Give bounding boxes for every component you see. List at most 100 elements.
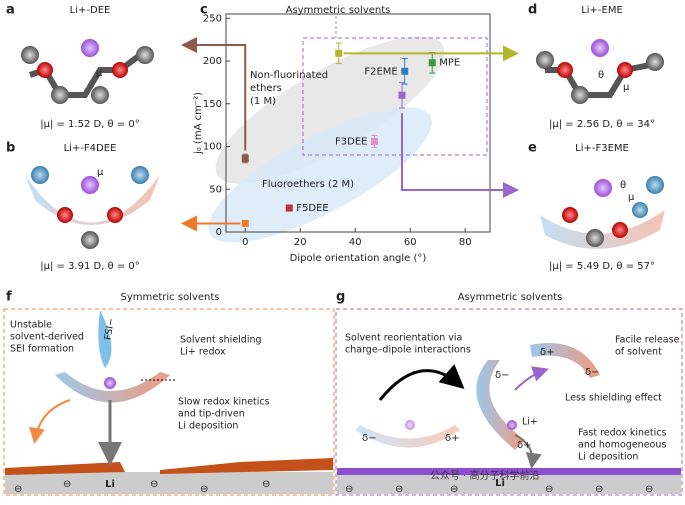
panel-title: Li+-F4DEE xyxy=(64,143,117,154)
atom xyxy=(37,62,53,78)
point xyxy=(335,49,343,57)
point xyxy=(371,137,378,145)
mu: μ xyxy=(96,68,103,79)
li-atom xyxy=(405,420,415,430)
panel-title: Li+-EME xyxy=(581,5,623,16)
deposit-layer xyxy=(337,468,681,475)
point xyxy=(428,59,436,67)
anion-label: FSI− xyxy=(103,317,118,341)
atom xyxy=(586,229,604,247)
x-tick-label: 20 xyxy=(294,237,307,248)
note: Slow redox kinetics xyxy=(178,397,270,408)
panel-title: Li+-F3EME xyxy=(575,143,629,154)
connector-arrow xyxy=(181,37,247,151)
charge: ⊖ xyxy=(150,479,158,490)
arrow xyxy=(29,399,71,444)
atom xyxy=(536,51,554,69)
y-tick-label: 0 xyxy=(216,227,222,238)
li-atom xyxy=(81,176,99,194)
panel-a: a Li+-DEE μ |μ| = 1.52 D, θ = 0° xyxy=(6,3,154,130)
atom xyxy=(136,46,154,64)
note: Li deposition xyxy=(578,452,638,463)
li-atom xyxy=(594,179,612,197)
panel-c: c Asymmetric solvents 0 20 40 60 80 0 50 100 150… xyxy=(193,3,491,264)
dipole-label: δ− xyxy=(585,367,600,378)
charge: ⊖ xyxy=(63,479,71,490)
chart-title: Asymmetric solvents xyxy=(286,5,391,16)
note: and homogeneous xyxy=(578,440,666,451)
charge: ⊖ xyxy=(545,484,553,495)
dipole-label: δ− xyxy=(362,433,377,444)
atom xyxy=(617,62,633,78)
note: and tip-driven xyxy=(178,409,245,420)
point xyxy=(241,154,249,162)
atom xyxy=(571,86,589,104)
point xyxy=(401,67,409,75)
atom xyxy=(91,86,109,104)
panel-letter: e xyxy=(528,141,537,156)
note: Facile release xyxy=(615,335,680,346)
y-tick-label: 50 xyxy=(209,184,222,195)
dipole-label: δ− xyxy=(495,370,510,381)
theta: θ xyxy=(598,70,604,81)
x-tick-label: 40 xyxy=(349,237,362,248)
note: charge–dipole interactions xyxy=(345,345,471,356)
y-tick-label: 250 xyxy=(203,13,222,24)
note: Fast redox kinetics xyxy=(578,428,666,439)
watermark: 公众号 · 高分子科学前沿 xyxy=(430,469,540,482)
x-tick-label: 0 xyxy=(242,237,248,248)
dipole-label: δ+ xyxy=(517,440,532,451)
dipole-label: δ+ xyxy=(540,347,555,358)
note: Unstable xyxy=(10,320,52,331)
asymmetric-box xyxy=(302,37,488,156)
electrode-label: Li xyxy=(105,479,115,490)
electrode-label: Li xyxy=(495,478,505,489)
charge: ⊖ xyxy=(450,484,458,495)
mu: μ xyxy=(97,167,104,178)
atom xyxy=(81,231,99,249)
li-atom xyxy=(591,39,609,57)
panel-title: Asymmetric solvents xyxy=(458,292,563,303)
electrode xyxy=(337,474,681,494)
li-atom xyxy=(507,420,517,430)
atom xyxy=(112,62,128,78)
panel-letter: d xyxy=(528,3,537,18)
atom xyxy=(131,166,149,184)
arrow xyxy=(514,434,542,469)
x-tick-label: 80 xyxy=(459,237,472,248)
atom xyxy=(107,207,123,223)
charge: ⊖ xyxy=(345,484,353,495)
dipole-label: δ+ xyxy=(445,433,460,444)
annotation: (1 M) xyxy=(250,96,276,107)
charge: ⊖ xyxy=(595,484,603,495)
connector-arrow xyxy=(401,113,519,198)
atom xyxy=(612,222,628,238)
annotation: Non-fluorinated xyxy=(250,70,328,81)
arrow xyxy=(514,366,549,391)
note: Li deposition xyxy=(178,421,238,432)
panel-letter: b xyxy=(6,141,15,156)
anion xyxy=(98,310,112,368)
panel-title: Symmetric solvents xyxy=(120,292,219,303)
atom xyxy=(646,53,664,71)
panel-f: f Symmetric solvents FSI− Unstable solve… xyxy=(3,290,335,496)
mu: μ xyxy=(628,192,635,203)
annotation: Fluoroethers (2 M) xyxy=(262,179,354,190)
caption: |μ| = 1.52 D, θ = 0° xyxy=(40,119,140,130)
caption: |μ| = 3.91 D, θ = 0° xyxy=(40,261,140,272)
charge: ⊖ xyxy=(14,484,22,495)
li-atom xyxy=(81,39,99,57)
atom xyxy=(31,166,49,184)
charge: ⊖ xyxy=(200,484,208,495)
arrow xyxy=(378,364,465,401)
note: Solvent shielding xyxy=(180,335,262,346)
note: Less shielding effect xyxy=(565,393,662,404)
point-label: F5DEE xyxy=(296,203,328,214)
x-tick-label: 60 xyxy=(404,237,417,248)
panel-g: g Asymmetric solvents Solvent reorientat… xyxy=(335,290,683,496)
y-axis-label: j₀ (mA cm⁻²) xyxy=(193,92,204,155)
atom xyxy=(51,86,69,104)
note: Solvent reorientation via xyxy=(345,333,462,344)
panel-e: e Li+-F3EME θ μ |μ| = 5.49 D, θ = 57° xyxy=(528,141,665,272)
